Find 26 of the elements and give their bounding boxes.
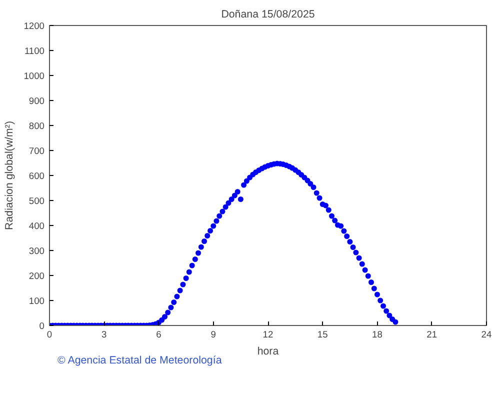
y-tick-label: 600 [28, 171, 45, 181]
chart-title: Doñana 15/08/2025 [221, 8, 315, 20]
x-tick-label: 18 [372, 330, 382, 340]
y-tick-label: 100 [28, 296, 45, 306]
y-tick-label: 200 [28, 271, 45, 281]
x-axis-title: hora [257, 346, 279, 358]
x-tick-label: 9 [210, 330, 216, 340]
y-tick-label: 800 [28, 121, 45, 131]
x-tick-label: 3 [102, 330, 107, 340]
y-tick-label: 500 [28, 196, 45, 206]
y-tick-label: 300 [28, 246, 45, 256]
y-tick-label: 1100 [24, 46, 45, 56]
x-tick-label: 12 [262, 330, 274, 340]
y-tick-label: 1200 [24, 21, 45, 31]
x-tick-label: 21 [426, 330, 438, 340]
y-axis-title: Radiacion global(w/m²) [4, 121, 16, 230]
y-tick-label: 400 [28, 221, 45, 231]
y-tick-label: 0 [39, 321, 45, 331]
x-tick-label: 24 [481, 330, 492, 340]
y-tick-label: 1000 [24, 71, 45, 81]
x-tick-label: 0 [46, 330, 52, 340]
y-tick-label: 700 [28, 146, 45, 156]
x-tick-label: 15 [317, 330, 328, 340]
text: © Agencia Estatal de Meteorología [58, 354, 222, 366]
x-tick-label: 6 [156, 330, 162, 340]
y-tick-label: 900 [28, 96, 45, 106]
